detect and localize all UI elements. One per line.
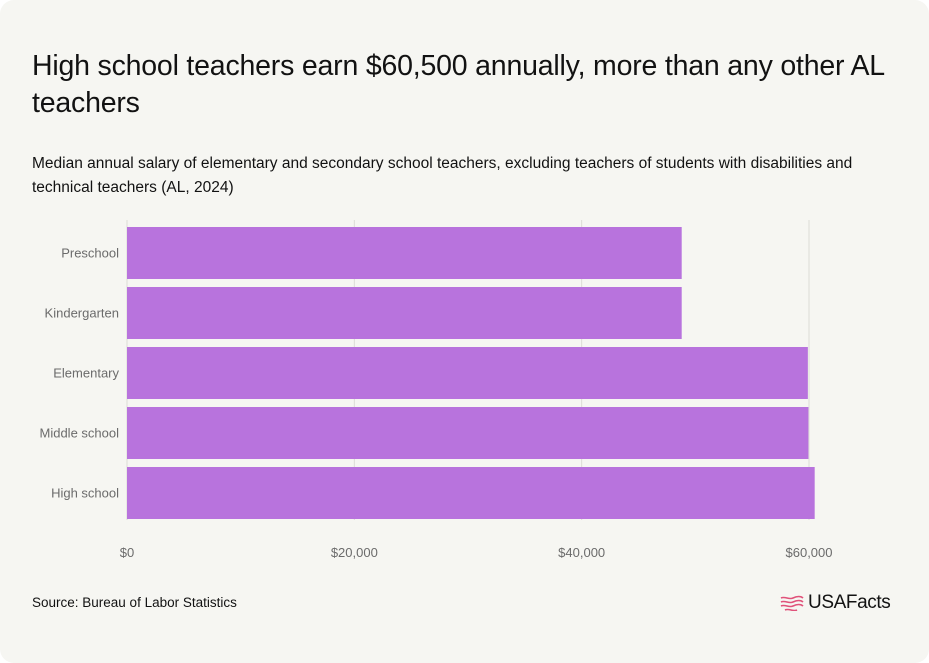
usafacts-logo: USAFacts [780,592,891,614]
x-tick-label: $60,000 [786,545,833,560]
bar-preschool [127,227,682,279]
x-tick-label: $40,000 [558,545,605,560]
bar-high-school [127,467,815,519]
bar-middle-school [127,407,809,459]
category-label: High school [51,486,119,501]
x-tick-label: $0 [120,545,134,560]
category-label: Preschool [61,246,119,261]
category-label: Kindergarten [45,306,119,321]
category-label: Elementary [53,366,119,381]
flag-icon [780,595,804,611]
bar-chart: $0 $20,000 $40,000 $60,000 Preschool Kinderga… [40,220,833,560]
brand-name: USAFacts [808,592,891,613]
x-tick-label: $20,000 [331,545,378,560]
source-note: Source: Bureau of Labor Statistics [32,595,237,610]
bar-kindergarten [127,287,682,339]
bar-elementary [127,347,808,399]
chart-subtitle: Median annual salary of elementary and s… [32,155,853,196]
chart-title: High school teachers earn $60,500 annual… [32,50,884,119]
category-label: Middle school [40,426,120,441]
